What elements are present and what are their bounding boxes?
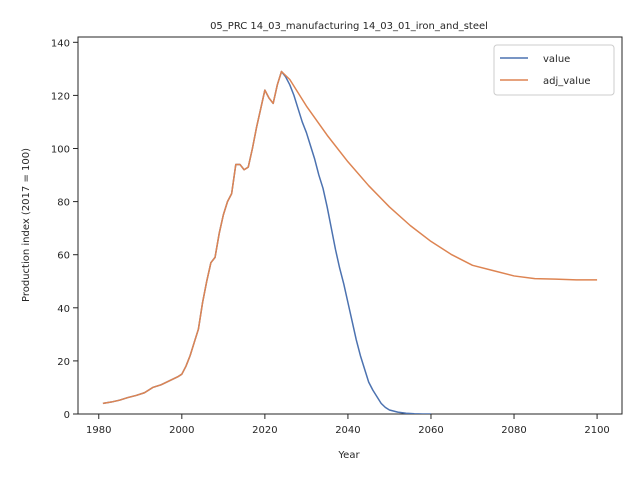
x-axis-label: Year <box>337 450 360 461</box>
x-tick-label: 2100 <box>584 425 609 436</box>
legend-label: adj_value <box>543 76 591 87</box>
y-tick-label: 100 <box>51 145 70 156</box>
plot-area <box>77 36 623 415</box>
y-tick-label: 0 <box>64 410 70 421</box>
x-tick-label: 2020 <box>252 425 277 436</box>
x-tick-label: 2040 <box>335 425 360 436</box>
x-tick-label: 1980 <box>86 425 111 436</box>
chart-title: 05_PRC 14_03_manufacturing 14_03_01_iron… <box>210 21 488 32</box>
x-tick-label: 2080 <box>501 425 526 436</box>
y-axis: 0 20 40 60 80 100 120 140 <box>51 38 78 421</box>
legend-frame <box>493 44 615 96</box>
y-tick-label: 140 <box>51 38 70 49</box>
y-tick-label: 40 <box>57 304 70 315</box>
y-axis-label: Production index (2017 = 100) <box>21 148 32 302</box>
x-axis: 1980 2000 2020 2040 2060 2080 2100 <box>86 414 610 436</box>
y-tick-label: 120 <box>51 91 70 102</box>
legend-label: value <box>543 54 570 65</box>
x-tick-label: 2000 <box>169 425 194 436</box>
y-tick-label: 20 <box>57 357 70 368</box>
legend: value adj_value <box>493 44 615 96</box>
y-tick-label: 60 <box>57 251 70 262</box>
series-line-adj-value <box>102 70 598 405</box>
y-tick-label: 80 <box>57 198 70 209</box>
x-tick-label: 2060 <box>418 425 443 436</box>
series-layer <box>102 70 598 414</box>
plot-frame <box>77 36 623 415</box>
